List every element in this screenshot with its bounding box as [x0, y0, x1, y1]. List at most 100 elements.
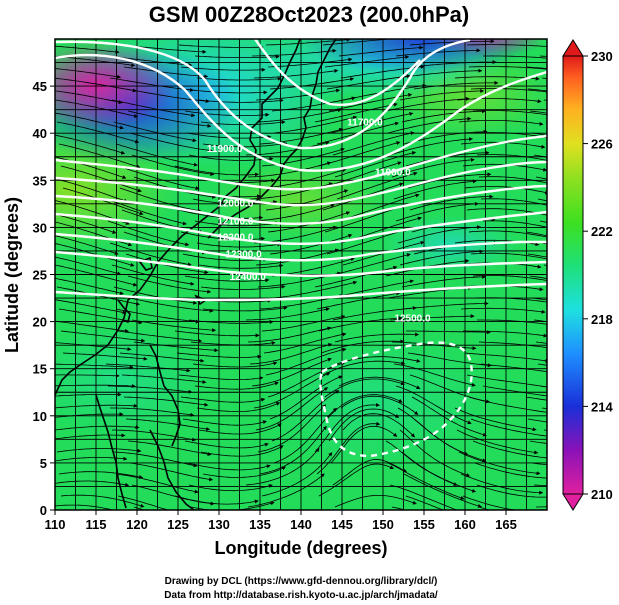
streamline	[119, 187, 202, 213]
streamline	[263, 168, 347, 189]
streamline	[263, 332, 347, 354]
streamline	[326, 228, 409, 255]
streamline	[387, 462, 465, 500]
streamline	[55, 403, 138, 409]
streamline	[196, 76, 282, 81]
colorbar-ticks: 210 214 218 222 226 230	[583, 49, 613, 502]
streamline	[407, 352, 492, 368]
x-tick-label: 130	[208, 517, 230, 532]
y-tick-label: 25	[33, 268, 47, 283]
streamline	[269, 77, 355, 90]
streamline	[259, 425, 327, 475]
streamline	[202, 306, 288, 312]
streamline	[55, 504, 115, 510]
streamline	[253, 372, 331, 409]
streamline	[174, 330, 260, 338]
streamline	[385, 96, 470, 112]
streamline	[328, 253, 411, 277]
streamline	[480, 198, 547, 206]
streamline	[413, 80, 499, 90]
streamline	[527, 88, 547, 92]
streamline	[395, 48, 481, 57]
streamline	[314, 402, 380, 453]
streamline	[55, 112, 124, 130]
streamline	[332, 131, 415, 156]
streamline	[529, 275, 547, 279]
streamline	[194, 381, 279, 390]
streamline	[531, 462, 547, 466]
contour-labels: 11700.0 11900.0 11900.0 12000.0 12100.0 12200…	[207, 118, 431, 325]
streamline	[58, 143, 141, 169]
streamline	[55, 134, 126, 155]
streamline	[178, 44, 264, 50]
streamline	[316, 291, 401, 310]
streamline	[332, 306, 417, 321]
streamline	[472, 110, 547, 116]
streamline	[330, 425, 398, 464]
x-tick-label: 150	[372, 517, 394, 532]
streamline	[109, 242, 192, 267]
streamline	[182, 253, 268, 262]
y-tick-label: 10	[33, 409, 47, 424]
streamline	[55, 68, 122, 79]
streamline	[200, 284, 286, 290]
streamline	[111, 264, 195, 286]
streamline	[454, 407, 537, 432]
streamline	[255, 88, 341, 101]
streamline	[178, 374, 264, 381]
streamline	[472, 440, 547, 459]
contour-label: 12500.0	[394, 314, 431, 325]
streamline	[112, 429, 197, 442]
streamline	[389, 314, 475, 321]
streamline	[180, 396, 266, 403]
streamline	[483, 55, 547, 59]
streamline	[338, 45, 424, 57]
streamline	[55, 256, 122, 276]
x-axis: 110 115 120 125 130 135 140 145 150 155 160 165	[45, 510, 517, 532]
streamline	[458, 120, 544, 126]
streamline	[340, 395, 419, 415]
streamline	[55, 90, 123, 105]
streamline	[527, 253, 547, 258]
x-tick-label: 155	[413, 517, 435, 532]
streamline	[55, 433, 126, 440]
streamline	[55, 299, 127, 315]
streamline	[55, 373, 120, 378]
streamline	[117, 495, 170, 510]
streamline	[125, 88, 210, 104]
x-tick-label: 110	[45, 517, 66, 532]
streamline	[466, 44, 547, 47]
credit-data: Data from http://database.rish.kyoto-u.a…	[164, 590, 438, 601]
streamline	[253, 68, 339, 79]
colorbar-tick-label: 210	[591, 487, 613, 502]
streamline	[318, 316, 403, 332]
streamline	[462, 495, 546, 510]
streamline	[55, 243, 135, 267]
y-axis-label: Latitude (degrees)	[2, 197, 22, 353]
streamline	[552, 188, 619, 214]
streamline	[62, 352, 148, 361]
contour-label: 11900.0	[207, 144, 243, 155]
streamline	[251, 357, 332, 387]
streamline	[342, 413, 416, 438]
streamline	[324, 204, 406, 233]
streamline	[401, 109, 486, 123]
streamline	[198, 263, 284, 269]
colorbar-tick-label: 226	[591, 137, 613, 152]
streamline	[186, 462, 271, 471]
streamline	[552, 353, 619, 365]
streamline	[478, 341, 547, 349]
colorbar: 210 214 218 222 226 230	[562, 39, 613, 511]
streamline	[131, 154, 215, 176]
streamline	[194, 220, 280, 227]
contour-label: 12300.0	[226, 250, 263, 261]
y-tick-label: 0	[40, 503, 47, 518]
streamline	[113, 286, 198, 305]
streamline	[460, 473, 544, 495]
streamline	[324, 55, 410, 68]
colorbar-top-triangle	[562, 39, 584, 57]
streamline	[105, 363, 191, 373]
streamline	[472, 275, 547, 281]
streamline	[395, 385, 472, 425]
streamline	[326, 74, 411, 90]
